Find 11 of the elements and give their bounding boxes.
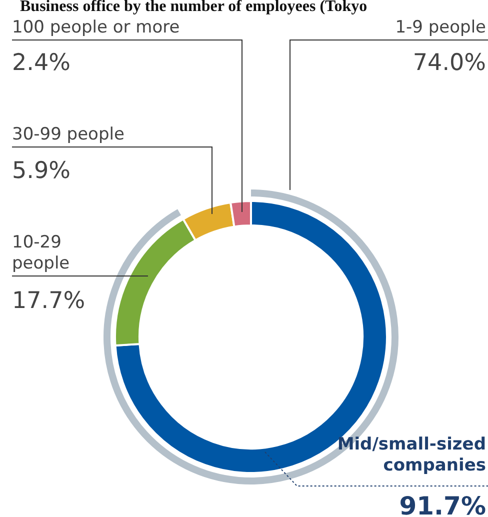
data-label: 2.4%	[12, 50, 70, 76]
data-label: 5.9%	[12, 158, 70, 184]
slice-label: 1-9 people	[395, 17, 486, 38]
slice-label: 100 people or more	[12, 17, 180, 38]
text: 91.7%	[399, 492, 486, 517]
text: Mid/small-sized companies	[337, 434, 486, 476]
slice-label: 10-29 people	[12, 232, 70, 274]
slice-label: 30-99 people	[12, 124, 124, 144]
data-label: 17.7%	[12, 288, 86, 314]
chart-title: Business office by the number of employees (Tokyo	[20, 0, 368, 16]
data-label: 74.0%	[412, 50, 486, 76]
